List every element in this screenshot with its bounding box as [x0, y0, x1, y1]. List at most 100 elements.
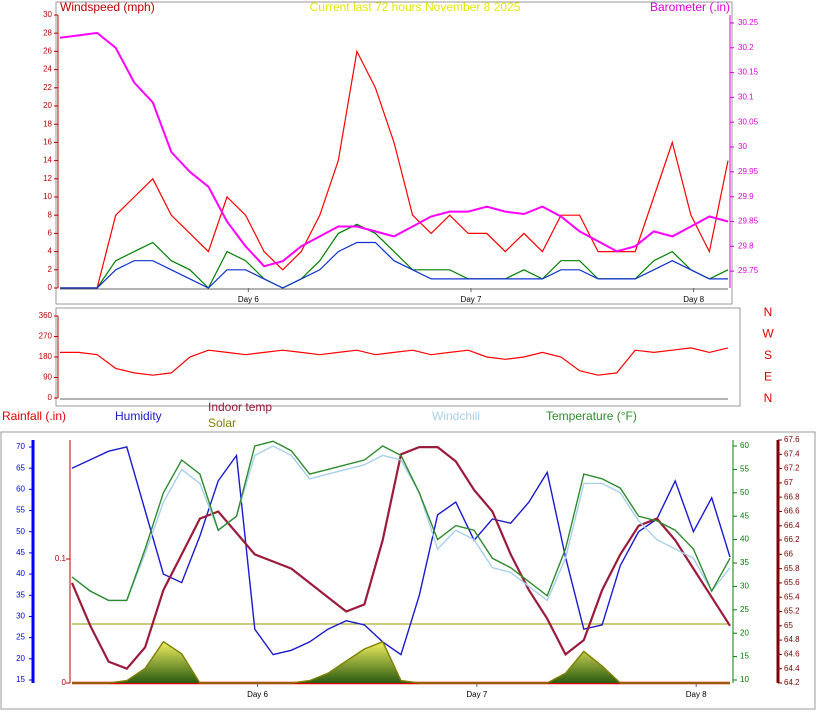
y-tick-label: 8 — [48, 210, 53, 219]
y-tick-label: 16 — [43, 138, 52, 147]
y-tick-label: 40 — [16, 569, 25, 578]
y-tick-label: 25 — [16, 633, 25, 642]
y-tick-label: 64.2 — [784, 678, 800, 687]
y-tick-label: 45 — [740, 511, 749, 520]
y-tick-label: 30.1 — [738, 93, 754, 102]
y-tick-label: 35 — [16, 590, 25, 599]
y-tick-label: 66.4 — [784, 521, 800, 530]
y-tick-label: 28 — [43, 28, 52, 37]
y-tick-label: 26 — [43, 47, 52, 56]
y-tick-label: 30 — [738, 142, 747, 151]
y-tick-label: 30.25 — [738, 18, 759, 27]
y-tick-label: 60 — [16, 484, 25, 493]
y-tick-label: 65.6 — [784, 578, 800, 587]
series-line — [72, 640, 730, 684]
bottom-panel-frame — [0, 431, 816, 710]
y-tick-label: 30.2 — [738, 43, 754, 52]
y-tick-label: 60 — [740, 441, 749, 450]
y-tick-label: 67.2 — [784, 464, 800, 473]
y-tick-label: 65 — [784, 621, 793, 630]
y-tick-label: 30 — [43, 10, 52, 19]
y-tick-label: 65 — [16, 463, 25, 472]
y-tick-label: 4 — [48, 247, 53, 256]
y-tick-label: 90 — [43, 373, 52, 382]
series-line — [60, 49, 729, 289]
y-tick-label: 24 — [43, 65, 52, 74]
y-tick-label: 25 — [740, 605, 749, 614]
y-tick-label: 65.8 — [784, 564, 800, 573]
y-tick-label: 65.4 — [784, 592, 800, 601]
series-line — [71, 440, 731, 602]
y-tick-label: 18 — [43, 119, 52, 128]
x-tick-label: Day 7 — [461, 295, 482, 304]
direction-label: S — [764, 348, 772, 362]
y-tick-label: 64.8 — [784, 635, 800, 644]
series-line — [71, 445, 731, 602]
wind-axis-label: Windspeed (mph) — [60, 0, 155, 14]
y-tick-label: 67.6 — [784, 435, 800, 444]
legend-label: Indoor temp — [208, 400, 272, 414]
y-tick-label: 30.05 — [738, 117, 759, 126]
legend-label: Humidity — [115, 409, 162, 423]
y-tick-label: 6 — [48, 229, 53, 238]
y-tick-label: 50 — [16, 527, 25, 536]
y-tick-label: 29.8 — [738, 241, 754, 250]
y-tick-label: 0 — [62, 678, 67, 687]
series-line — [70, 446, 731, 671]
y-tick-label: 30.15 — [738, 68, 759, 77]
y-tick-label: 66.2 — [784, 535, 800, 544]
y-tick-label: 35 — [740, 558, 749, 567]
y-tick-label: 29.9 — [738, 192, 754, 201]
legend-label: Solar — [208, 416, 236, 430]
y-tick-label: 0 — [48, 393, 53, 402]
x-tick-label: Day 7 — [466, 690, 487, 699]
x-tick-label: Day 8 — [683, 295, 704, 304]
y-tick-label: 66 — [784, 549, 793, 558]
y-tick-label: 2 — [48, 265, 53, 274]
series-line — [59, 31, 729, 268]
y-tick-label: 0.1 — [55, 554, 67, 563]
y-tick-label: 64.4 — [784, 664, 800, 673]
y-tick-label: 67 — [784, 478, 793, 487]
solar-area — [72, 641, 730, 683]
y-tick-label: 65.2 — [784, 607, 800, 616]
y-tick-label: 270 — [39, 332, 53, 341]
y-tick-label: 22 — [43, 83, 52, 92]
top-panel-frame — [55, 1, 733, 305]
x-tick-label: Day 6 — [247, 690, 268, 699]
y-tick-label: 29.95 — [738, 167, 759, 176]
y-tick-label: 55 — [16, 506, 25, 515]
direction-label: N — [764, 391, 773, 405]
barometer-axis-label: Barometer (.in) — [650, 0, 730, 14]
y-tick-label: 50 — [740, 488, 749, 497]
y-tick-label: 20 — [16, 654, 25, 663]
direction-label: E — [764, 370, 772, 384]
y-tick-label: 55 — [740, 465, 749, 474]
series-line — [60, 241, 728, 289]
y-tick-label: 360 — [39, 311, 53, 320]
legend-label: Windchill — [432, 409, 480, 423]
y-tick-label: 0 — [48, 283, 53, 292]
x-tick-label: Day 6 — [238, 295, 259, 304]
y-tick-label: 10 — [740, 675, 749, 684]
y-tick-label: 15 — [740, 652, 749, 661]
x-tick-label: Day 8 — [686, 690, 707, 699]
legend-label: Temperature (°F) — [546, 409, 637, 423]
y-tick-label: 180 — [39, 352, 53, 361]
y-tick-label: 20 — [43, 101, 52, 110]
y-tick-label: 15 — [16, 675, 25, 684]
y-tick-label: 20 — [740, 628, 749, 637]
chart-title: Current last 72 hours November 8 2025 — [310, 0, 521, 14]
y-tick-label: 67.4 — [784, 449, 800, 458]
y-tick-label: 29.85 — [738, 217, 759, 226]
y-tick-label: 64.6 — [784, 650, 800, 659]
y-tick-label: 30 — [16, 612, 25, 621]
y-tick-label: 29.75 — [738, 266, 759, 275]
y-tick-label: 14 — [43, 156, 52, 165]
y-tick-label: 70 — [16, 442, 25, 451]
y-tick-label: 30 — [740, 582, 749, 591]
direction-label: N — [764, 305, 773, 319]
y-tick-label: 40 — [740, 535, 749, 544]
middle-panel-frame — [55, 307, 741, 407]
